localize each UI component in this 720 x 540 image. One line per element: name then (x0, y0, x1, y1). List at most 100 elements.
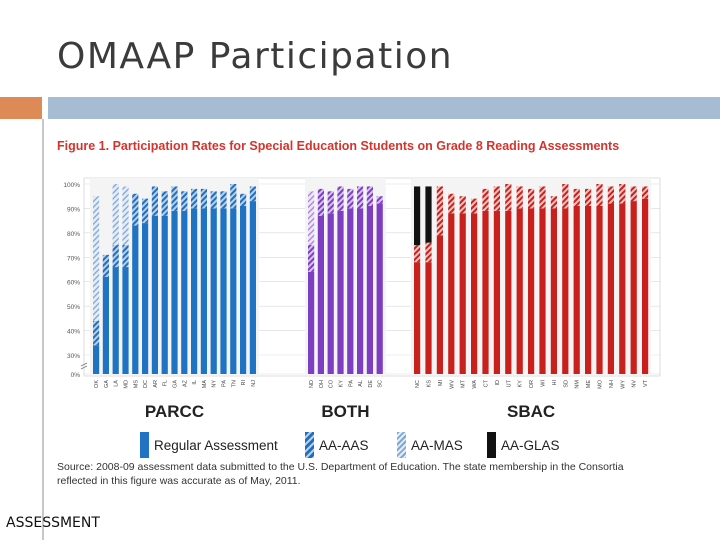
bar-segment-aa-aas (459, 196, 466, 214)
legend-item-aa-glas: AA-GLAS (487, 432, 560, 458)
x-tick-label: NC (415, 380, 421, 388)
bar-segment-aa-aas (448, 193, 455, 214)
bar-segment-aa-mas (93, 196, 100, 321)
bar-segment-regular (573, 205, 580, 374)
group-label: PARCC (145, 402, 204, 421)
bar-segment-aa-aas (132, 193, 139, 226)
bar-segment-regular (171, 210, 178, 374)
bar-segment-regular (122, 267, 129, 374)
x-tick-label: KS (427, 380, 433, 388)
x-tick-label: CO (329, 379, 335, 388)
bar-segment-aa-aas (585, 188, 592, 206)
x-tick-label: MI (438, 380, 444, 387)
bar-segment-regular (596, 205, 603, 374)
x-tick-label: GA (173, 380, 179, 388)
bar-segment-aa-aas (607, 186, 614, 204)
y-tick-label: 30% (67, 353, 80, 360)
bar-segment-regular (505, 210, 512, 374)
bar-segment-aa-aas (230, 184, 237, 209)
bar-segment-aa-aas (317, 188, 324, 216)
bar-segment-regular (249, 201, 256, 374)
bar-segment-regular (357, 208, 364, 374)
bar-segment-aa-mas (112, 184, 119, 246)
bar-segment-aa-aas (151, 186, 158, 216)
bar-segment-regular (376, 203, 383, 374)
bar-segment-aa-aas (210, 191, 217, 209)
bar-segment-regular (471, 213, 478, 374)
bar-segment-aa-aas (327, 191, 334, 214)
figure-title: Figure 1. Participation Rates for Specia… (57, 139, 620, 153)
bar-segment-aa-aas (482, 188, 489, 211)
group-label: BOTH (321, 402, 369, 421)
bar-segment-aa-aas (347, 188, 354, 209)
bar-segment-aa-aas (550, 196, 557, 209)
x-tick-label: RI (241, 380, 247, 386)
y-tick-label: 100% (63, 182, 80, 189)
legend-swatch-aa-aas (305, 432, 314, 458)
x-tick-label: OK (94, 380, 100, 388)
bar-segment-aa-aas (619, 184, 626, 204)
group-band (305, 178, 386, 374)
bar-segment-aa-glas (425, 186, 432, 243)
x-tick-label: PA (222, 380, 228, 387)
legend-label: AA-GLAS (501, 437, 560, 453)
x-tick-label: WV (449, 380, 455, 389)
participation-chart: 0% 30% 40% 50% 60% 70% 80% 90% 100% OK GA LA MD MS DC… (63, 177, 661, 421)
legend-label: AA-AAS (319, 437, 369, 453)
x-tick-label: MO (598, 379, 604, 389)
bar-segment-regular (112, 267, 119, 374)
footer-label: ASSESSMENT (6, 515, 100, 531)
x-tick-label: ND (309, 380, 315, 388)
x-tick-label: ME (586, 380, 592, 389)
bar-segment-aa-mas (122, 186, 129, 246)
bar-segment-aa-aas (93, 320, 100, 346)
bar-segment-regular (562, 208, 569, 374)
bar-segment-regular (93, 345, 100, 374)
slide-title: OMAAP Participation (57, 36, 454, 77)
legend-swatch-aa-mas (397, 432, 406, 458)
bar-segment-aa-aas (122, 245, 129, 268)
x-tick-label: TN (231, 380, 237, 387)
y-tick-label: 80% (67, 231, 80, 238)
bar-segment-regular (607, 203, 614, 374)
bar-segment-regular (642, 198, 649, 374)
bar-segment-regular (482, 210, 489, 374)
bar-segment-regular (161, 215, 168, 374)
x-tick-label: WA (472, 380, 478, 389)
x-tick-label: DE (368, 380, 374, 388)
bar-segment-aa-aas (366, 186, 373, 206)
bar-segment-regular (619, 203, 626, 374)
bar-segment-regular (539, 208, 546, 374)
bar-segment-aa-aas (436, 186, 443, 236)
bar-segment-regular (585, 205, 592, 374)
x-tick-label: AL (358, 380, 364, 387)
x-tick-label: NH (609, 380, 615, 388)
x-tick-label: MT (461, 379, 467, 388)
bar-segment-regular (200, 208, 207, 374)
legend-swatch-aa-glas (487, 432, 496, 458)
bar-segment-regular (327, 213, 334, 374)
bar-segment-aa-aas (376, 196, 383, 204)
x-tick-label: PA (348, 380, 354, 387)
bar-segment-aa-aas (414, 245, 421, 263)
bar-segment-regular (425, 262, 432, 374)
bar-segment-regular (516, 208, 523, 374)
bar-segment-regular (347, 208, 354, 374)
bar-segment-aa-aas (642, 186, 649, 199)
bar-segment-aa-aas (220, 191, 227, 209)
bar-segment-regular (151, 215, 158, 374)
bar-segment-aa-glas (414, 186, 421, 246)
bar-segment-regular (132, 225, 139, 374)
chart-legend: Regular Assessment AA-AAS AA-MAS AA-GLAS (140, 432, 680, 458)
legend-item-aa-mas: AA-MAS (397, 432, 463, 458)
axis-break-marker (80, 362, 88, 370)
bar-segment-aa-aas (573, 188, 580, 206)
x-tick-label: NY (212, 380, 218, 388)
bar-segment-regular (191, 208, 198, 374)
x-tick-label: MA (202, 380, 208, 389)
bar-segment-aa-aas (630, 186, 637, 202)
x-tick-label: MD (124, 380, 130, 389)
bar-segment-regular (210, 208, 217, 374)
x-tick-label: GA (104, 380, 110, 388)
x-tick-label: NJ (251, 380, 257, 387)
